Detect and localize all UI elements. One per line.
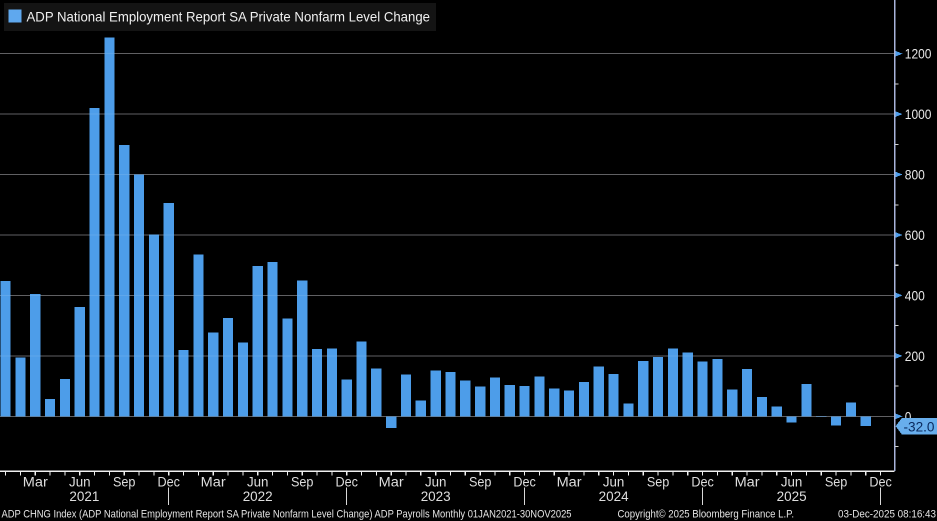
svg-text:200: 200 xyxy=(905,348,925,364)
svg-text:2021: 2021 xyxy=(69,489,99,504)
svg-text:1200: 1200 xyxy=(905,46,932,62)
svg-text:-32.0: -32.0 xyxy=(904,419,935,434)
svg-text:400: 400 xyxy=(905,287,925,303)
svg-text:600: 600 xyxy=(905,227,925,243)
svg-text:Mar: Mar xyxy=(201,475,227,490)
svg-text:Sep: Sep xyxy=(291,475,314,490)
svg-text:Copyright© 2025 Bloomberg Fina: Copyright© 2025 Bloomberg Finance L.P. xyxy=(618,508,795,520)
svg-text:2024: 2024 xyxy=(599,489,629,504)
svg-text:Jun: Jun xyxy=(603,475,625,490)
svg-text:Jun: Jun xyxy=(69,475,91,490)
svg-text:800: 800 xyxy=(905,167,925,183)
svg-text:Sep: Sep xyxy=(113,475,136,490)
svg-text:0: 0 xyxy=(905,408,912,424)
svg-text:03-Dec-2025 08:16:43: 03-Dec-2025 08:16:43 xyxy=(838,508,936,520)
svg-text:Sep: Sep xyxy=(647,475,670,490)
svg-text:Jun: Jun xyxy=(781,475,803,490)
svg-text:Mar: Mar xyxy=(23,475,49,490)
svg-text:2022: 2022 xyxy=(243,489,273,504)
svg-text:Dec: Dec xyxy=(869,475,892,490)
svg-text:ADP CHNG Index (ADP National E: ADP CHNG Index (ADP National Employment … xyxy=(2,508,572,520)
svg-text:Dec: Dec xyxy=(157,475,180,490)
svg-text:1000: 1000 xyxy=(905,106,932,122)
svg-text:Jun: Jun xyxy=(247,475,269,490)
svg-text:2025: 2025 xyxy=(777,489,807,504)
svg-text:Dec: Dec xyxy=(513,475,536,490)
svg-text:Mar: Mar xyxy=(557,475,583,490)
svg-text:ADP National Employment Report: ADP National Employment Report SA Privat… xyxy=(27,9,431,25)
svg-text:Dec: Dec xyxy=(335,475,358,490)
svg-text:Sep: Sep xyxy=(825,475,848,490)
svg-text:Dec: Dec xyxy=(691,475,714,490)
svg-text:2023: 2023 xyxy=(421,489,451,504)
svg-text:Sep: Sep xyxy=(469,475,492,490)
svg-text:Jun: Jun xyxy=(425,475,447,490)
svg-text:Mar: Mar xyxy=(735,475,761,490)
svg-text:Mar: Mar xyxy=(379,475,405,490)
